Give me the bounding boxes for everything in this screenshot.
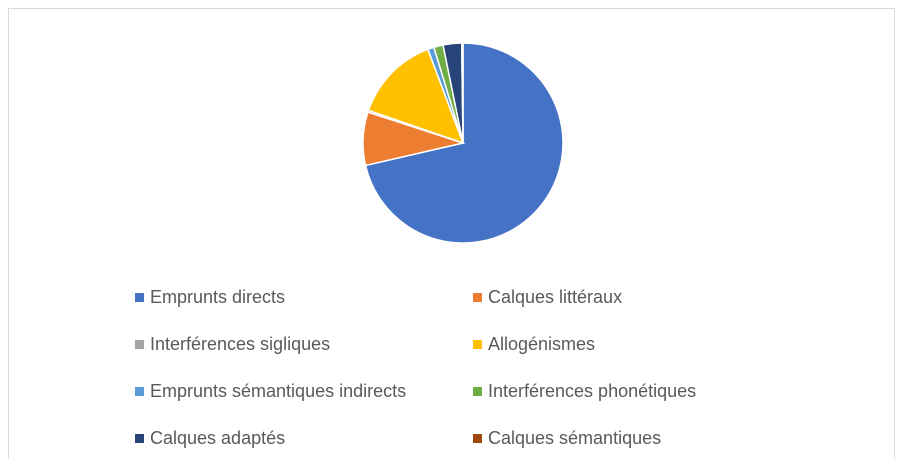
legend-swatch [473, 434, 482, 443]
legend-label: Emprunts directs [150, 287, 285, 307]
legend-label: Calques sémantiques [488, 428, 661, 448]
legend-label: Allogénismes [488, 334, 595, 354]
legend-swatch [473, 293, 482, 302]
legend-swatch [135, 387, 144, 396]
pie-slice [460, 42, 464, 144]
legend-label: Interférences phonétiques [488, 381, 696, 401]
legend-label: Interférences sigliques [150, 334, 330, 354]
legend-swatch [135, 434, 144, 443]
legend-swatch [135, 340, 144, 349]
legend-label: Calques adaptés [150, 428, 285, 448]
legend-swatch [135, 293, 144, 302]
legend-swatch [473, 340, 482, 349]
legend-label: Emprunts sémantiques indirects [150, 381, 406, 401]
legend-label: Calques littéraux [488, 287, 622, 307]
legend-swatch [473, 387, 482, 396]
pie-slice [367, 48, 465, 145]
